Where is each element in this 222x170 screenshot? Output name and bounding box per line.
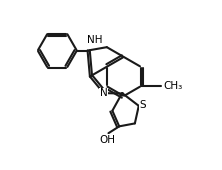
Text: NH: NH [87,36,103,45]
Text: OH: OH [100,135,116,145]
Text: S: S [140,100,146,110]
Text: N: N [100,88,107,98]
Text: CH₃: CH₃ [163,81,182,91]
